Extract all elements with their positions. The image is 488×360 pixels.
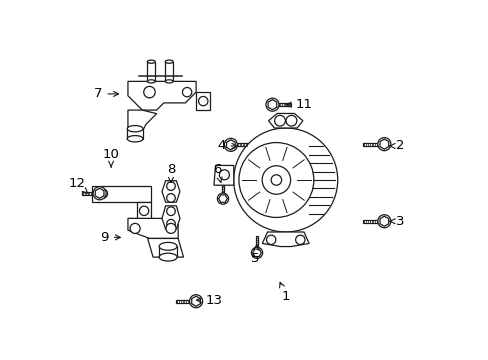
Circle shape — [166, 194, 175, 202]
Circle shape — [98, 189, 107, 198]
Text: 13: 13 — [196, 294, 222, 307]
Circle shape — [377, 215, 390, 228]
Ellipse shape — [159, 253, 177, 261]
Polygon shape — [162, 181, 180, 202]
Circle shape — [130, 224, 140, 233]
Circle shape — [262, 166, 290, 194]
Text: 2: 2 — [389, 139, 404, 152]
FancyBboxPatch shape — [127, 129, 142, 139]
Text: 9: 9 — [100, 231, 120, 244]
FancyBboxPatch shape — [176, 300, 190, 303]
Circle shape — [165, 224, 176, 233]
Polygon shape — [226, 140, 235, 150]
Text: 1: 1 — [279, 282, 289, 303]
Ellipse shape — [127, 126, 142, 132]
Polygon shape — [379, 139, 388, 149]
Polygon shape — [128, 81, 196, 110]
Polygon shape — [268, 113, 302, 128]
FancyBboxPatch shape — [362, 220, 378, 223]
FancyBboxPatch shape — [255, 235, 258, 248]
Ellipse shape — [159, 242, 177, 250]
Ellipse shape — [165, 60, 173, 63]
Circle shape — [182, 87, 191, 97]
Circle shape — [377, 138, 390, 151]
Polygon shape — [267, 100, 276, 110]
Polygon shape — [379, 216, 388, 226]
Polygon shape — [218, 195, 227, 202]
Text: 7: 7 — [94, 87, 118, 100]
FancyBboxPatch shape — [362, 143, 378, 145]
Polygon shape — [262, 232, 308, 247]
Circle shape — [198, 96, 207, 106]
Polygon shape — [128, 219, 178, 238]
Text: 11: 11 — [285, 98, 311, 111]
Text: 8: 8 — [166, 163, 175, 183]
Ellipse shape — [165, 80, 173, 83]
Polygon shape — [252, 249, 261, 257]
Polygon shape — [196, 92, 210, 110]
Circle shape — [225, 120, 345, 240]
Circle shape — [217, 193, 228, 204]
Circle shape — [189, 295, 202, 308]
Ellipse shape — [127, 136, 142, 142]
Text: 10: 10 — [102, 148, 119, 167]
Polygon shape — [147, 238, 183, 257]
Circle shape — [295, 235, 305, 244]
Polygon shape — [137, 202, 151, 221]
Circle shape — [265, 98, 279, 111]
FancyBboxPatch shape — [147, 62, 155, 81]
Circle shape — [224, 138, 237, 152]
Circle shape — [219, 170, 229, 180]
Text: 12: 12 — [68, 177, 88, 193]
FancyBboxPatch shape — [221, 184, 224, 194]
Polygon shape — [162, 206, 180, 229]
Circle shape — [233, 128, 337, 232]
Polygon shape — [95, 188, 104, 198]
Circle shape — [274, 115, 285, 126]
Circle shape — [166, 220, 175, 228]
Text: 3: 3 — [389, 215, 404, 228]
Circle shape — [166, 207, 175, 216]
Ellipse shape — [147, 80, 155, 83]
Polygon shape — [128, 110, 156, 139]
FancyBboxPatch shape — [277, 103, 290, 106]
Ellipse shape — [147, 60, 155, 63]
Circle shape — [166, 182, 175, 190]
FancyBboxPatch shape — [165, 62, 173, 81]
FancyBboxPatch shape — [82, 192, 95, 195]
Circle shape — [143, 86, 155, 98]
FancyBboxPatch shape — [235, 143, 247, 146]
Text: 6: 6 — [213, 163, 222, 183]
Text: 5: 5 — [250, 245, 259, 265]
Polygon shape — [214, 166, 233, 185]
Polygon shape — [92, 186, 151, 202]
FancyBboxPatch shape — [159, 246, 177, 257]
Circle shape — [266, 235, 275, 244]
Circle shape — [270, 175, 281, 185]
Circle shape — [139, 206, 148, 216]
Circle shape — [251, 247, 262, 258]
Circle shape — [285, 115, 296, 126]
Text: 4: 4 — [217, 139, 236, 152]
Polygon shape — [191, 296, 200, 306]
Circle shape — [93, 187, 106, 200]
Circle shape — [239, 143, 313, 217]
